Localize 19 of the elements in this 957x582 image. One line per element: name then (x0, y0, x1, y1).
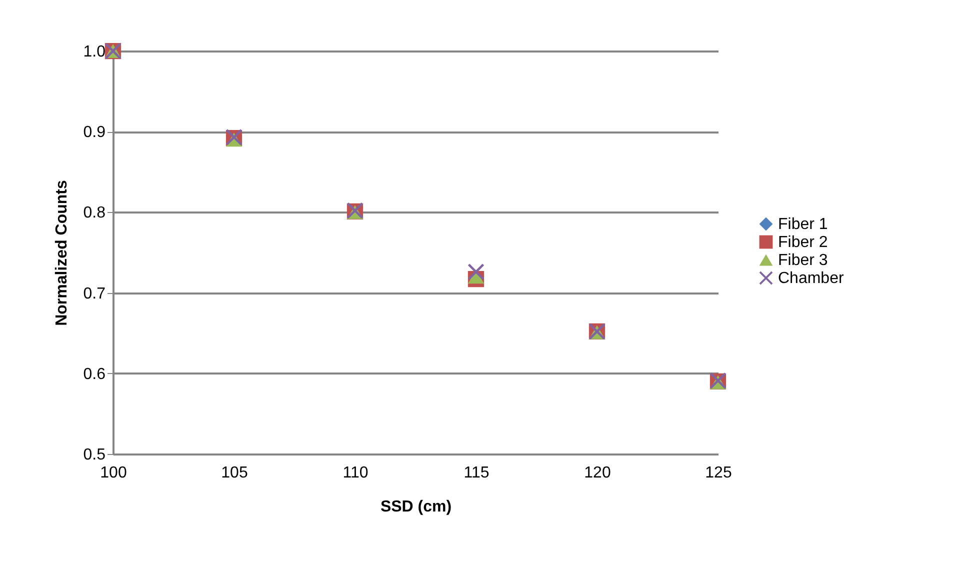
x-tick-label: 100 (100, 464, 127, 482)
x-tick-label: 125 (705, 464, 732, 482)
legend-label: Fiber 1 (778, 216, 828, 233)
legend-label: Fiber 3 (778, 252, 828, 269)
legend-label: Chamber (778, 270, 844, 287)
y-tick-label: 0.9 (83, 124, 106, 142)
y-tick-label: 0.5 (83, 446, 106, 464)
x-tick-label: 110 (342, 464, 368, 482)
y-tick-label: 0.7 (83, 285, 106, 302)
y-tick-label: 0.8 (83, 204, 106, 222)
y-axis-title: Normalized Counts (53, 180, 70, 326)
point (468, 264, 484, 280)
x-tick-label: 115 (464, 464, 490, 482)
x-axis-title: SSD (cm) (380, 498, 452, 516)
x-tick-label: 105 (221, 464, 248, 482)
y-tick-label: 0.6 (83, 366, 106, 383)
legend-label: Fiber 2 (778, 234, 828, 251)
x-tick-label: 120 (584, 464, 611, 482)
y-tick-label: 1.0 (83, 44, 106, 60)
